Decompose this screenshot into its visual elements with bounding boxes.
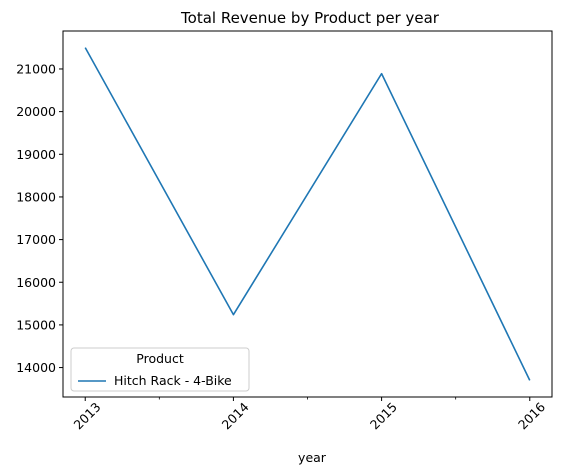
x-tick-label: 2014 [219, 399, 252, 432]
legend-box [70, 347, 250, 392]
y-axis: 14000 15000 16000 17000 18000 19000 20000 21000 [16, 61, 63, 375]
x-tick-label: 2016 [515, 399, 548, 432]
y-tick-label: 17000 [16, 232, 56, 247]
series-layer [84, 47, 531, 381]
y-tick-label: 15000 [16, 317, 56, 332]
legend-title: Product [136, 351, 184, 366]
y-tick-label: 18000 [16, 189, 56, 204]
y-tick-label: 21000 [16, 61, 56, 76]
y-tick-label: 20000 [16, 104, 56, 119]
x-axis: 2013 2014 2015 2016 [70, 397, 548, 432]
series-line-0 [84, 47, 531, 381]
y-tick-label: 14000 [16, 360, 56, 375]
chart-title: Total Revenue by Product per year [180, 9, 440, 27]
y-tick-label: 19000 [16, 147, 56, 162]
x-axis-label: year [298, 450, 327, 465]
y-tick-label: 16000 [16, 275, 56, 290]
legend: Product Hitch Rack - 4-Bike [70, 347, 250, 392]
x-tick-label: 2013 [70, 399, 103, 432]
x-tick-label: 2015 [367, 399, 400, 432]
plot-area [62, 30, 553, 398]
legend-entry-label: Hitch Rack - 4-Bike [114, 373, 232, 388]
